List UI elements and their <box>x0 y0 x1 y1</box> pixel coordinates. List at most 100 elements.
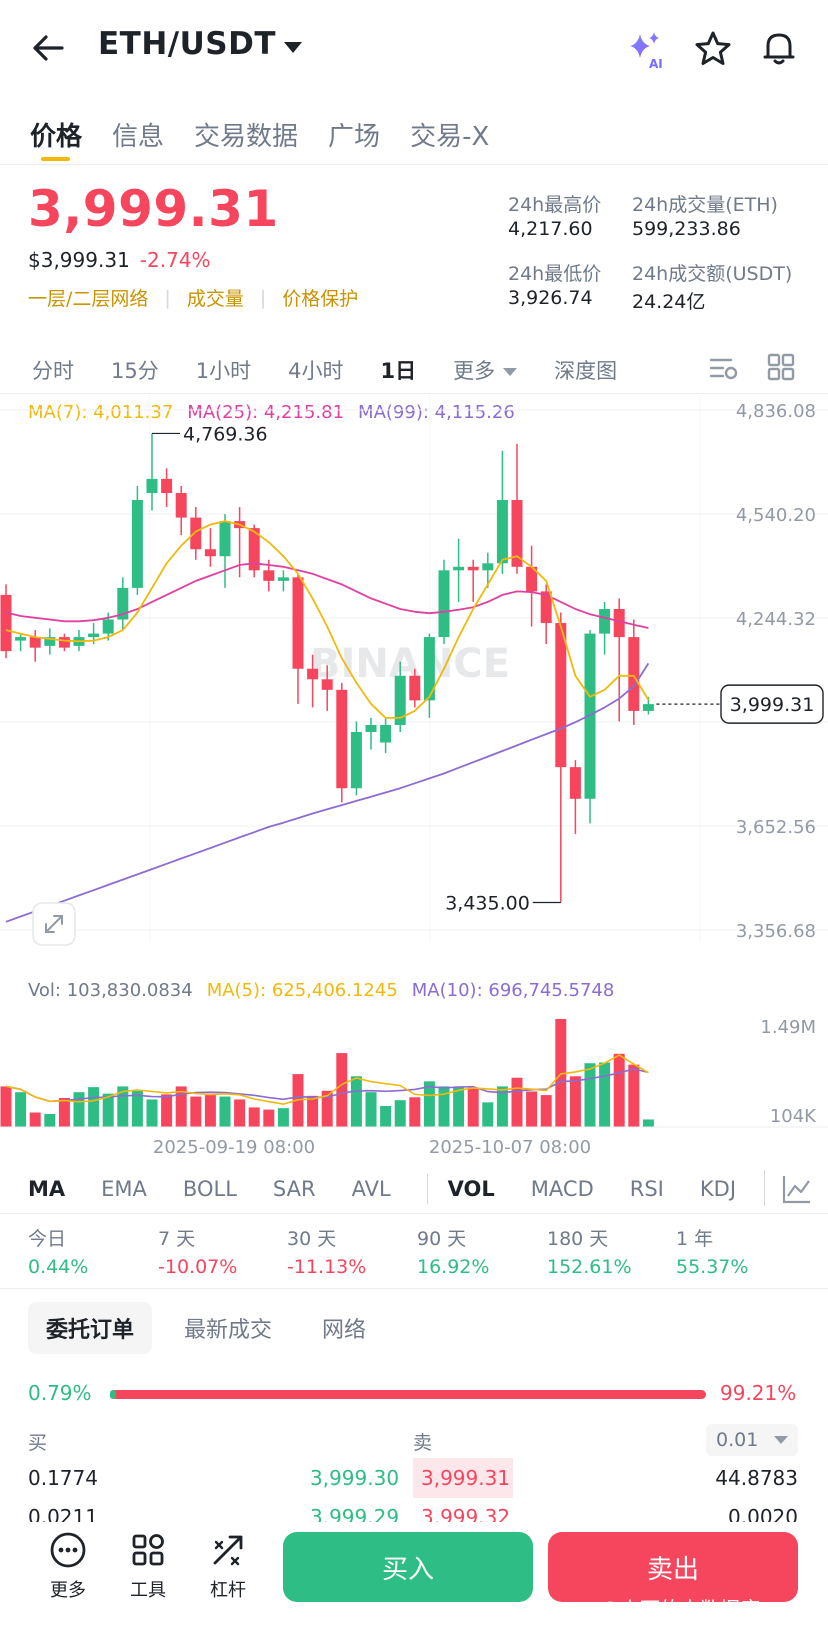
volume-bar <box>599 1062 611 1127</box>
indicator-boll[interactable]: BOLL <box>182 1177 237 1201</box>
interval-depth[interactable]: 深度图 <box>554 359 618 383</box>
chart-settings-icon[interactable] <box>707 352 739 384</box>
high-marker-label: 4,769.36 <box>183 423 268 445</box>
volume-bar <box>190 1096 202 1127</box>
candle-body <box>292 577 304 669</box>
volume-bar <box>526 1091 538 1127</box>
buy-ratio: 0.79% <box>28 1381 92 1405</box>
more-button[interactable]: 更多 <box>44 1530 92 1602</box>
favorite-star-icon[interactable] <box>693 29 733 69</box>
tag-price-protection[interactable]: 价格保护 <box>282 288 359 310</box>
ask-qty: 44.8783 <box>715 1466 798 1490</box>
candle-body <box>102 619 114 634</box>
buy-button[interactable]: 买入 <box>283 1532 533 1602</box>
perf-value-90d: 16.92% <box>417 1256 490 1278</box>
grid-layout-icon[interactable] <box>766 352 796 382</box>
candle-body <box>336 689 348 789</box>
volume-bar <box>263 1109 275 1127</box>
indicator-settings-icon[interactable] <box>780 1172 814 1206</box>
more-dots-icon <box>50 1532 86 1568</box>
candle-body <box>540 591 552 624</box>
divider <box>0 164 828 165</box>
indicator-avl[interactable]: AVL <box>351 1177 391 1201</box>
candle-body <box>175 492 187 518</box>
bell-icon[interactable] <box>759 28 799 68</box>
indicator-ema[interactable]: EMA <box>101 1177 147 1201</box>
bid-price: 3,999.30 <box>310 1466 400 1490</box>
precision-select[interactable]: 0.01 <box>706 1424 798 1456</box>
perf-value-today: 0.44% <box>28 1256 89 1278</box>
tab-info[interactable]: 信息 <box>112 121 165 152</box>
high-24h-value: 4,217.60 <box>508 218 593 240</box>
indicator-separator <box>764 1170 765 1206</box>
divider <box>0 1288 828 1289</box>
tab-order-book[interactable]: 委托订单 <box>28 1302 153 1354</box>
volume-bar <box>146 1099 158 1127</box>
candle-body <box>584 633 596 799</box>
tools-button[interactable]: 工具 <box>124 1530 172 1602</box>
indicator-vol[interactable]: VOL <box>447 1177 495 1201</box>
high-24h-label: 24h最高价 <box>508 194 602 216</box>
volume-bar <box>569 1076 581 1127</box>
tools-grid-icon <box>132 1534 164 1566</box>
y-tick-label: 4,836.08 <box>736 401 816 422</box>
volume-bar <box>0 1086 12 1127</box>
volume-bar <box>613 1053 625 1127</box>
interval-1h[interactable]: 1小时 <box>195 359 252 383</box>
sell-button[interactable]: 卖出 <box>548 1532 798 1602</box>
candle-body <box>599 608 611 634</box>
tab-square[interactable]: 广场 <box>328 121 381 152</box>
low-marker-label: 3,435.00 <box>445 892 530 914</box>
pair-dropdown-caret-icon[interactable] <box>284 42 302 53</box>
tag-l1-l2-network[interactable]: 一层/二层网络 <box>28 288 149 310</box>
candle-body <box>409 675 421 701</box>
candle-body <box>88 633 100 638</box>
tab-price[interactable]: 价格 <box>30 121 83 152</box>
volume-bar <box>292 1074 304 1127</box>
chevron-down-icon <box>774 1436 788 1444</box>
interval-4h[interactable]: 4小时 <box>288 359 344 383</box>
pair-title[interactable]: ETH/USDT <box>98 26 276 62</box>
candle-body <box>526 566 538 592</box>
volume-bar <box>453 1086 465 1127</box>
candle-body <box>482 563 494 571</box>
indicator-kdj[interactable]: KDJ <box>699 1177 737 1201</box>
ma7-line <box>5 520 650 719</box>
indicator-macd[interactable]: MACD <box>530 1177 594 1201</box>
expand-chart-icon[interactable] <box>32 902 76 946</box>
interval-15m[interactable]: 15分 <box>111 359 159 383</box>
indicator-ma[interactable]: MA <box>28 1177 66 1201</box>
main-tabs: 价格 信息 交易数据 广场 交易-X <box>30 108 519 160</box>
volume-bar <box>350 1076 362 1127</box>
interval-more[interactable]: 更多 <box>453 355 518 385</box>
vol-ma5-legend: MA(5): 625,406.1245 <box>206 980 398 1001</box>
candlestick-chart[interactable]: BINANCE 4,836.084,540.204,244.323,652.56… <box>0 395 828 975</box>
tab-network[interactable]: 网络 <box>322 1318 367 1343</box>
candle-body <box>423 637 435 701</box>
back-arrow-icon[interactable] <box>28 28 68 68</box>
leverage-button[interactable]: 杠杆 <box>204 1530 252 1602</box>
indicator-rsi[interactable]: RSI <box>629 1177 664 1201</box>
candle-body <box>161 478 173 493</box>
perf-value-1y: 55.37% <box>676 1256 749 1278</box>
tab-trading-data[interactable]: 交易数据 <box>194 121 299 152</box>
interval-1d[interactable]: 1日 <box>380 359 417 383</box>
indicator-sar[interactable]: SAR <box>272 1177 316 1201</box>
candle-body <box>628 637 640 711</box>
volume-bar <box>336 1053 348 1127</box>
ai-sparkle-icon[interactable]: AI <box>624 28 668 72</box>
interval-time[interactable]: 分时 <box>32 359 74 383</box>
tag-volume[interactable]: 成交量 <box>186 288 244 310</box>
volume-bar <box>102 1093 114 1127</box>
volume-chart[interactable]: 1.49M 104K 2025-09-19 08:00 2025-10-07 08:0… <box>0 1005 828 1160</box>
candle-body <box>44 637 56 646</box>
tab-trade-x[interactable]: 交易-X <box>410 121 490 152</box>
vol-legend: Vol: 103,830.0834 <box>28 980 193 1001</box>
volume-bar <box>642 1119 654 1127</box>
vol-ma10-legend: MA(10): 696,745.5748 <box>411 980 615 1001</box>
ma-legend: MA(7): 4,011.37 MA(25): 4,215.81 MA(99):… <box>28 402 515 423</box>
tab-recent-trades[interactable]: 最新成交 <box>184 1318 273 1343</box>
volume-bar <box>175 1086 187 1127</box>
candle-body <box>248 528 260 571</box>
tag-row: 一层/二层网络 | 成交量 | 价格保护 <box>28 284 374 311</box>
